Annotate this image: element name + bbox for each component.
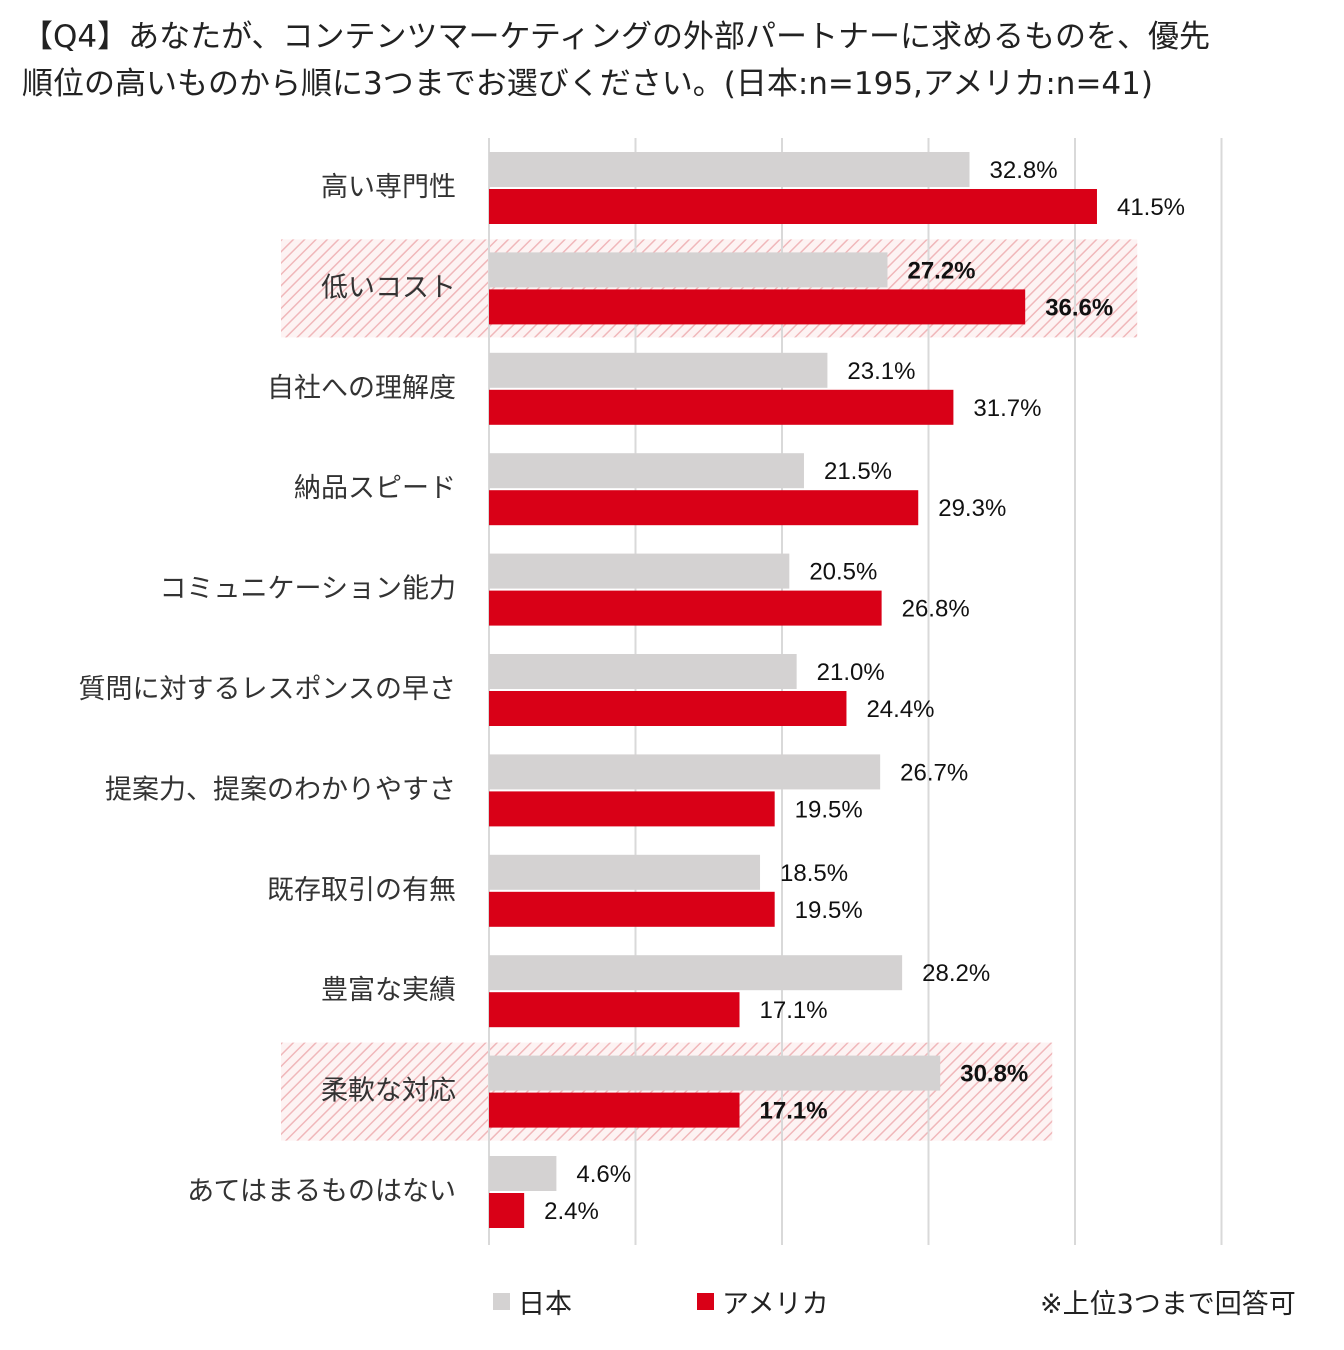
- bar-usa: [489, 490, 919, 526]
- category-label: 柔軟な対応: [321, 1076, 456, 1107]
- category-label: 提案力、提案のわかりやすさ: [105, 774, 456, 805]
- legend-label-japan: 日本: [518, 1289, 572, 1320]
- data-label-usa: 19.5%: [795, 796, 863, 823]
- bar-usa: [489, 691, 847, 726]
- data-label-usa: 17.1%: [760, 997, 828, 1024]
- bar-japan: [489, 654, 797, 689]
- data-label-japan: 32.8%: [990, 157, 1058, 184]
- category-label: 豊富な実績: [321, 975, 456, 1006]
- data-label-usa: 24.4%: [866, 696, 934, 723]
- bar-usa: [489, 389, 954, 425]
- category-label: 既存取引の有無: [267, 875, 456, 906]
- data-label-japan: 4.6%: [576, 1161, 631, 1188]
- data-label-japan: 23.1%: [847, 358, 915, 385]
- bar-usa: [489, 1193, 525, 1228]
- bar-japan: [489, 1055, 941, 1091]
- bar-japan: [489, 854, 761, 890]
- data-label-usa: 36.6%: [1045, 294, 1113, 321]
- title-line-1: 【Q4】あなたが、コンテンツマーケティングの外部パートナーに求めるものを、優先: [22, 19, 1211, 55]
- category-label: コミュニケーション能力: [160, 574, 456, 605]
- legend-item-japan: 日本: [493, 1282, 572, 1321]
- bar-usa: [489, 189, 1097, 224]
- data-label-japan: 18.5%: [780, 860, 848, 887]
- category-label: 低いコスト: [321, 272, 456, 303]
- bar-usa: [489, 891, 775, 927]
- legend-swatch-usa: [697, 1293, 714, 1310]
- category-label: あてはまるものはない: [187, 1176, 456, 1207]
- bar-usa: [489, 1092, 740, 1128]
- footnote: ※上位3つまで回答可: [1040, 1289, 1296, 1320]
- title-line-2: 順位の高いものから順に3つまでお選びください。(日本:n=195,アメリカ:n=…: [22, 66, 1153, 102]
- bar-japan: [489, 453, 804, 489]
- bar-japan: [489, 1156, 557, 1191]
- data-label-japan: 21.0%: [817, 659, 885, 686]
- legend-label-usa: アメリカ: [722, 1289, 829, 1320]
- data-label-japan: 20.5%: [809, 559, 877, 586]
- data-label-japan: 27.2%: [907, 257, 975, 284]
- bar-japan: [489, 955, 903, 991]
- data-label-japan: 28.2%: [922, 960, 990, 987]
- category-label: 高い専門性: [321, 172, 456, 203]
- bar-usa: [489, 992, 740, 1028]
- bar-japan: [489, 553, 790, 589]
- data-label-usa: 31.7%: [973, 395, 1041, 422]
- bar-usa: [489, 289, 1026, 325]
- data-label-usa: 19.5%: [795, 897, 863, 924]
- chart-title: 【Q4】あなたが、コンテンツマーケティングの外部パートナーに求めるものを、優先 …: [22, 14, 1322, 108]
- bar-usa: [489, 590, 882, 626]
- data-label-usa: 17.1%: [760, 1098, 828, 1125]
- bar-japan: [489, 754, 881, 790]
- legend-swatch-japan: [493, 1293, 510, 1310]
- bar-japan: [489, 352, 828, 388]
- data-label-usa: 29.3%: [938, 495, 1006, 522]
- category-label: 自社への理解度: [267, 373, 456, 404]
- legend-item-usa: アメリカ: [697, 1282, 829, 1321]
- data-label-japan: 26.7%: [900, 759, 968, 786]
- data-label-japan: 30.8%: [960, 1061, 1028, 1088]
- data-label-usa: 41.5%: [1117, 194, 1185, 221]
- bar-usa: [489, 791, 775, 827]
- bar-japan: [489, 252, 888, 288]
- category-label: 納品スピード: [294, 473, 456, 504]
- data-label-usa: 26.8%: [902, 596, 970, 623]
- category-label: 質問に対するレスポンスの早さ: [79, 674, 456, 705]
- data-label-usa: 2.4%: [544, 1198, 599, 1225]
- bar-japan: [489, 152, 970, 187]
- data-label-japan: 21.5%: [824, 458, 892, 485]
